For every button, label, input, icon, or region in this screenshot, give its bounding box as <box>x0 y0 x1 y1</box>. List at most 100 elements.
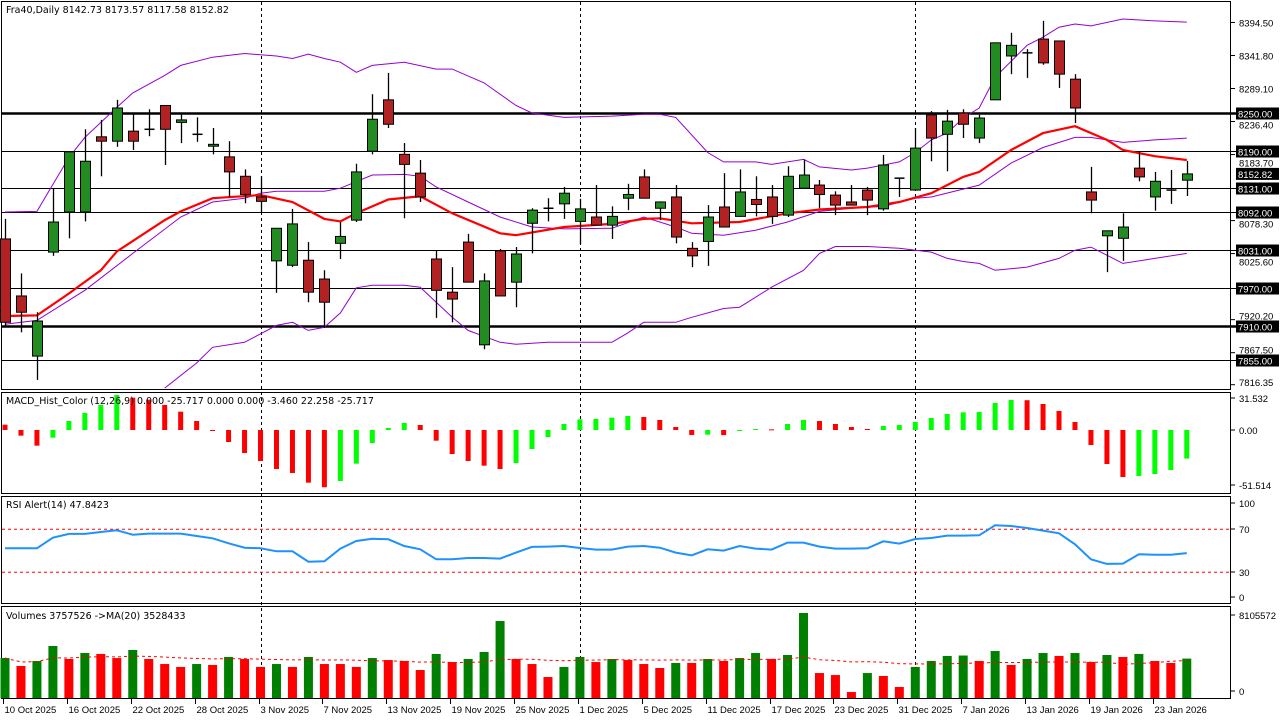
candle-body-bullish <box>1150 180 1161 198</box>
candle-body-bullish <box>575 208 586 222</box>
volume-bar <box>208 664 218 698</box>
time-axis-label: 5 Dec 2025 <box>644 705 693 716</box>
macd-histogram-bar <box>513 430 519 463</box>
main-chart-title: Fra40,Daily 8142.73 8173.57 8117.58 8152… <box>6 5 229 16</box>
candle-body-bearish <box>399 153 410 165</box>
level-price-label: 8190.00 <box>1238 148 1272 159</box>
level-price-label: 8092.00 <box>1238 209 1272 220</box>
volume-bar <box>415 670 425 698</box>
volume-bar <box>1118 656 1128 698</box>
level-price-box <box>1236 354 1279 367</box>
macd-histogram-bar <box>34 430 40 446</box>
candle-body-bullish <box>527 209 538 224</box>
level-price-box <box>1236 320 1279 333</box>
volume-bar <box>319 664 329 698</box>
macd-histogram-bar <box>82 413 88 430</box>
macd-histogram-bar <box>1104 430 1110 464</box>
candle-body-bearish <box>814 184 825 195</box>
macd-histogram-bar <box>641 417 647 430</box>
candle <box>878 154 889 211</box>
volume-bar <box>910 666 920 698</box>
volume-bar <box>575 656 585 698</box>
level-price-box <box>1236 182 1279 195</box>
macd-histogram-bar <box>944 414 950 430</box>
candle-body-bearish <box>128 130 139 142</box>
macd-histogram-bar <box>1072 422 1078 430</box>
volume-bar <box>160 664 170 698</box>
horizontal-levels[interactable]: 8250.00 8190.00 8131.00 8092.00 8031.00 7970.… <box>2 107 1279 368</box>
macd-histogram-bar <box>353 430 359 464</box>
candle <box>1150 171 1161 211</box>
volume-bar <box>271 664 281 698</box>
macd-histogram-bar <box>561 424 567 430</box>
candle-body-bullish <box>1182 173 1193 181</box>
candle <box>894 177 905 197</box>
price-axis-label: 8341.80 <box>1239 51 1273 62</box>
candle <box>192 117 203 142</box>
indicator-axis-label: 8105572 <box>1239 611 1276 622</box>
candle-body-bearish <box>862 189 873 201</box>
macd-histogram-bar <box>98 405 104 430</box>
macd-histogram-bar <box>753 429 759 430</box>
candle <box>32 312 43 380</box>
candle-body-bullish <box>1102 230 1113 237</box>
volume-bar <box>32 660 42 698</box>
volume-bar <box>990 651 1000 698</box>
macd-histogram-bar <box>210 430 216 431</box>
candle-body-bearish <box>160 104 171 130</box>
volume-bar <box>495 621 505 698</box>
price-axis-label: 8236.40 <box>1239 121 1273 132</box>
price-axis: 8394.50 8341.80 8289.10 8236.40 8183.70 8078.… <box>1231 18 1279 389</box>
candle-body-bearish <box>0 238 11 323</box>
macd-histogram-bar <box>2 424 8 430</box>
volume-bar <box>958 655 968 698</box>
macd-histogram-bar <box>657 420 663 430</box>
volume-bar <box>447 662 457 698</box>
time-axis-label: 31 Dec 2025 <box>899 705 953 716</box>
candle-body-bearish <box>224 156 235 173</box>
candle-body-bullish <box>80 160 91 213</box>
time-axis-label: 17 Dec 2025 <box>772 705 826 716</box>
volume-bar <box>878 675 888 698</box>
candle <box>463 233 474 283</box>
candle-body-bearish <box>96 136 107 142</box>
candle <box>559 186 570 219</box>
candle-body-bearish <box>639 176 650 199</box>
level-price-label: 8250.00 <box>1238 110 1272 121</box>
macd-histogram-bar <box>593 419 599 430</box>
volume-bar <box>96 653 106 698</box>
volume-bar <box>192 664 202 698</box>
macd-histogram-bar <box>721 430 727 436</box>
volume-bar <box>240 658 250 698</box>
candle-body-bearish <box>687 247 698 257</box>
candle-body-bearish <box>751 198 762 205</box>
candle-body-bearish <box>1054 40 1065 75</box>
candle <box>1006 32 1017 75</box>
candle-body-bullish <box>974 117 985 139</box>
candle-body-bullish <box>367 118 378 152</box>
candle <box>799 159 810 189</box>
indicator-axis-label: -51.514 <box>1239 481 1271 492</box>
candle-body-bullish <box>48 221 59 253</box>
candle-body-bullish <box>176 119 187 123</box>
volume-bar <box>942 655 952 698</box>
macd-histogram-bar <box>66 421 72 430</box>
volume-bar <box>1102 655 1112 698</box>
candle-body-bullish <box>511 253 522 283</box>
candle-body-bearish <box>1134 167 1145 178</box>
volume-bar <box>144 658 154 698</box>
candle <box>1054 40 1065 88</box>
volume-bar <box>128 649 138 698</box>
candle <box>80 129 91 222</box>
candle <box>591 185 602 226</box>
macd-histogram-bar <box>673 427 679 430</box>
candle-body-bearish <box>846 201 857 206</box>
volume-bar <box>607 658 617 698</box>
macd-histogram-bar <box>273 430 279 469</box>
macd-histogram-bar <box>577 419 583 430</box>
macd-histogram-bar <box>545 430 551 437</box>
candle-body-bearish <box>767 196 778 217</box>
macd-histogram-bar <box>832 424 838 430</box>
candle-body-bearish <box>591 216 602 226</box>
